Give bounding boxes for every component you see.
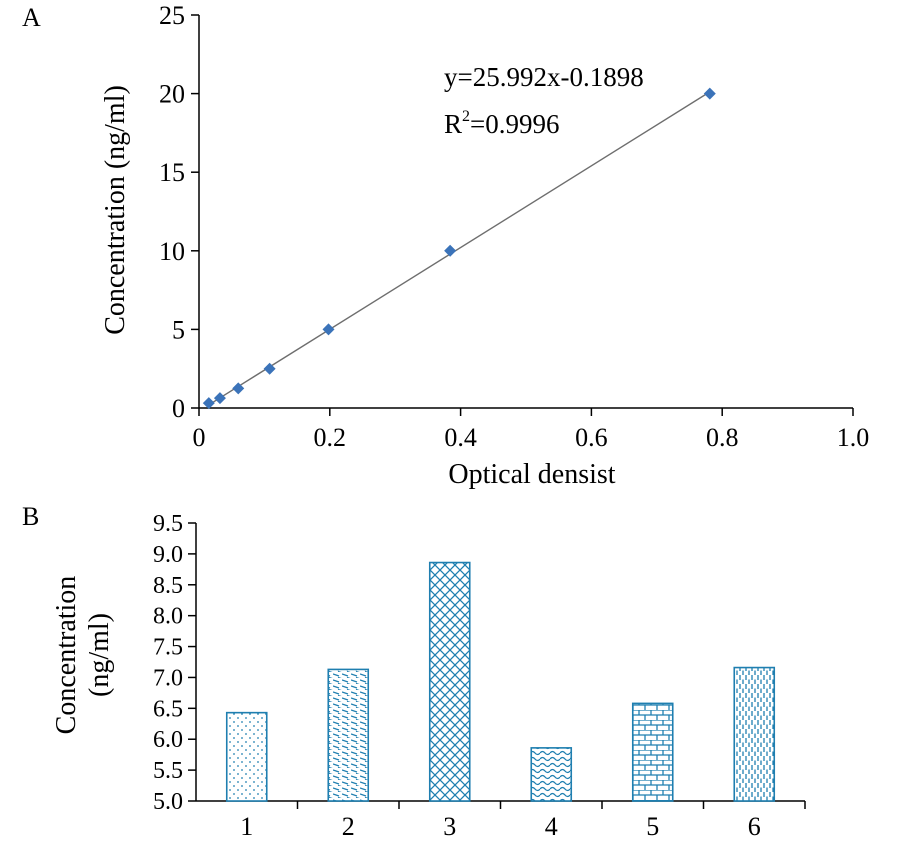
r-squared-value: =0.9996 — [470, 109, 559, 139]
panel-b-label: B — [22, 502, 39, 531]
a-data-point — [263, 362, 276, 375]
panel-a-x-axis-label: Optical densist — [448, 459, 615, 490]
a-trendline — [207, 91, 711, 407]
r-squared-prefix: R — [444, 109, 462, 139]
a-y-tick-label: 20 — [159, 80, 185, 109]
panel-a-r-squared: R2=0.9996 — [444, 108, 560, 139]
b-y-tick-label: 5.5 — [153, 758, 183, 784]
b-x-tick-label: 4 — [545, 812, 558, 841]
panel-b-x-ticks: 1 2 3 4 5 6 — [240, 801, 806, 841]
panel-a-trendline-group — [207, 91, 711, 407]
panel-a-equation: y=25.992x-0.1898 — [444, 62, 644, 92]
b-bar — [428, 561, 471, 802]
a-x-tick-label: 0.4 — [444, 423, 477, 452]
a-x-tick-label: 0 — [193, 423, 206, 452]
a-data-point — [213, 392, 226, 405]
b-y-tick-label: 8.0 — [153, 604, 183, 630]
a-data-point — [322, 323, 335, 336]
panel-a: A 0 5 10 15 20 25 0 0.2 0.4 0.6 0.8 1.0 Optical de… — [22, 1, 869, 490]
b-bar — [631, 702, 674, 802]
b-y-tick-label: 9.0 — [153, 542, 183, 568]
b-y-tick-label: 7.5 — [153, 635, 183, 661]
b-bar — [327, 668, 370, 802]
b-x-tick-label: 1 — [240, 812, 253, 841]
b-bar — [733, 666, 776, 802]
b-y-tick-label: 8.5 — [153, 573, 183, 599]
panel-b-y-axis-label-line2: (ng/ml) — [84, 613, 115, 697]
panel-a-points — [202, 87, 716, 410]
a-data-point — [703, 87, 716, 100]
panel-b-bars — [225, 561, 776, 802]
panel-a-x-ticks: 0 0.2 0.4 0.6 0.8 1.0 — [193, 408, 870, 452]
a-y-tick-label: 10 — [159, 237, 185, 266]
panel-a-axes — [198, 15, 853, 409]
b-x-tick-label: 6 — [748, 812, 761, 841]
a-y-tick-label: 5 — [172, 315, 185, 344]
b-y-tick-label: 7.0 — [153, 665, 183, 691]
panel-b-y-axis-label-line1: Concentration — [51, 576, 82, 735]
a-x-tick-label: 1.0 — [837, 423, 870, 452]
b-y-tick-label: 5.0 — [153, 789, 183, 815]
panel-a-y-axis-label: Concentration (ng/ml) — [100, 85, 131, 335]
a-x-tick-label: 0.6 — [575, 423, 608, 452]
panel-b-axes — [195, 523, 805, 802]
b-bar — [530, 747, 573, 802]
b-x-tick-label: 2 — [342, 812, 355, 841]
a-data-point — [232, 382, 245, 395]
a-x-tick-label: 0.8 — [706, 423, 739, 452]
a-y-tick-label: 15 — [159, 158, 185, 187]
b-y-tick-label: 6.0 — [153, 727, 183, 753]
b-x-tick-label: 3 — [443, 812, 456, 841]
a-x-tick-label: 0.2 — [314, 423, 347, 452]
panel-a-y-ticks: 0 5 10 15 20 25 — [159, 1, 199, 423]
a-data-point — [444, 244, 457, 257]
b-bar — [225, 711, 268, 802]
a-y-tick-label: 25 — [159, 1, 185, 30]
a-data-point — [202, 397, 215, 410]
b-y-tick-label: 6.5 — [153, 696, 183, 722]
panel-a-label: A — [22, 3, 41, 32]
r-squared-superscript: 2 — [462, 108, 470, 125]
b-x-tick-label: 5 — [646, 812, 659, 841]
b-y-tick-label: 9.5 — [153, 511, 183, 537]
panel-b-y-ticks: 5.0 5.5 6.0 6.5 7.0 7.5 8.0 8.5 9.0 9.5 — [153, 511, 196, 815]
a-y-tick-label: 0 — [172, 394, 185, 423]
